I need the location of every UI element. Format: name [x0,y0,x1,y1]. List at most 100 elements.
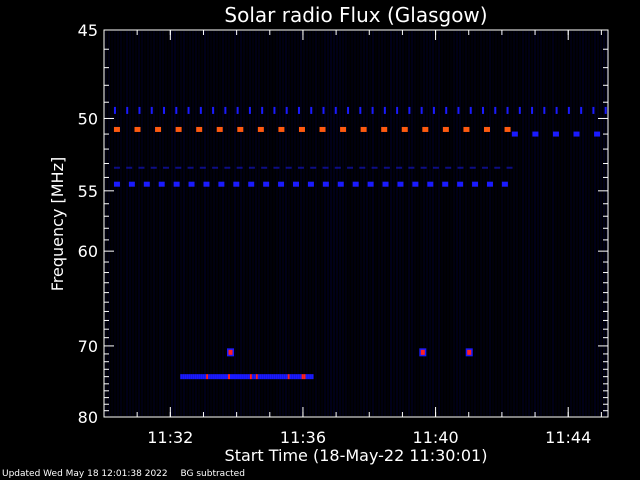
noise-column [249,31,251,416]
x-tick-label: 11:44 [545,428,591,447]
noise-column [282,31,284,416]
noise-column [162,31,164,416]
updated-timestamp: Updated Wed May 18 12:01:38 2022 [2,469,168,479]
flux-mark [175,166,182,169]
noise-column [210,31,212,416]
noise-column [216,31,218,416]
noise-column [426,31,428,416]
flux-mark [263,181,270,187]
noise-column [432,31,434,416]
noise-column [198,31,200,416]
noise-column [564,31,566,416]
burst-mark [190,374,193,380]
y-tick-label: 70 [78,337,98,356]
noise-column [567,31,569,416]
flux-mark [408,166,415,169]
flux-mark [322,106,325,114]
noise-column [201,31,203,416]
burst-mark [293,374,296,380]
noise-column [405,31,407,416]
noise-column [399,31,401,416]
noise-column [306,31,308,416]
y-tick-label: 50 [78,109,98,128]
flux-mark [381,126,388,132]
noise-column [252,31,254,416]
flux-mark [237,126,244,132]
noise-column [264,31,266,416]
burst-spot [420,349,425,355]
noise-column [354,31,356,416]
noise-column [168,31,170,416]
y-tick-label: 80 [78,408,98,427]
flux-mark [285,166,292,169]
flux-mark [248,106,251,114]
flux-mark [580,106,583,114]
flux-mark [150,106,153,114]
flux-mark [293,181,299,187]
noise-column [153,31,155,416]
noise-column [468,31,470,416]
noise-column [474,31,476,416]
noise-column [600,31,602,416]
burst-mark [184,374,187,380]
noise-column [132,31,134,416]
flux-mark [273,166,280,169]
noise-column [519,31,521,416]
flux-mark [273,106,276,114]
noise-column [447,31,449,416]
noise-column [225,31,227,416]
flux-mark [155,126,162,132]
flux-mark [212,106,215,114]
noise-column [303,31,305,416]
flux-mark [442,126,449,132]
noise-column [594,31,596,416]
flux-mark [573,131,580,137]
flux-mark [555,106,558,114]
flux-mark [307,181,314,187]
noise-column [297,31,299,416]
flux-mark [134,126,141,132]
flux-mark [396,166,403,169]
burst-mark [233,374,236,380]
burst-mark [283,374,286,380]
burst-mark [291,374,294,380]
noise-column [126,31,128,416]
burst-mark [285,374,288,380]
noise-column [606,31,608,416]
burst-mark [243,374,246,380]
noise-column [357,31,359,416]
burst-mark [230,374,232,380]
burst-mark [247,374,250,380]
noise-column [141,31,143,416]
flux-mark [203,181,210,187]
background-note: BG subtracted [180,469,245,479]
x-tick-label: 11:32 [147,428,193,447]
burst-mark [269,374,272,380]
flux-mark [469,106,472,114]
burst-mark [277,374,280,380]
flux-mark [432,166,439,169]
burst-mark [228,374,231,380]
noise-column [276,31,278,416]
flux-mark [322,166,329,169]
noise-column [192,31,194,416]
burst-mark [275,374,278,380]
burst-mark [226,374,229,380]
flux-mark [420,106,423,114]
flux-mark [445,166,452,169]
flux-mark [504,126,511,132]
noise-column [513,31,515,416]
noise-column [429,31,431,416]
flux-mark [138,106,141,114]
x-tick-label: 11:40 [413,428,459,447]
noise-column [108,31,110,416]
noise-column [234,31,236,416]
noise-column [186,31,188,416]
noise-column [480,31,482,416]
burst-mark [188,374,191,380]
noise-column [180,31,182,416]
noise-column [120,31,122,416]
noise-column [525,31,527,416]
noise-column [318,31,320,416]
noise-column [585,31,587,416]
